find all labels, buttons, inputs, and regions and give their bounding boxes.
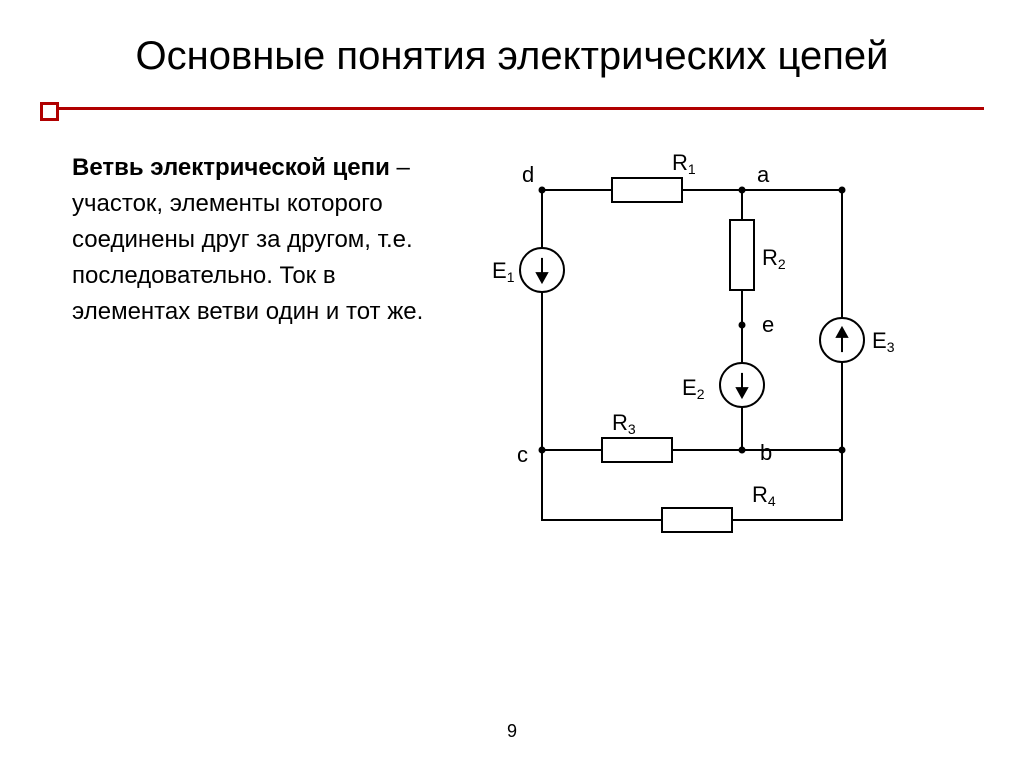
svg-text:R3: R3	[612, 410, 636, 437]
svg-text:R4: R4	[752, 482, 776, 509]
circuit-diagram: R1 R2 R3 R4 E1 E2 E3 d a e b c	[462, 150, 974, 575]
svg-text:c: c	[517, 442, 528, 467]
svg-text:d: d	[522, 162, 534, 187]
term-bold: Ветвь электрической цепи	[72, 154, 390, 181]
svg-text:e: e	[762, 312, 774, 337]
svg-text:E1: E1	[492, 258, 515, 285]
slide-number: 9	[0, 721, 1024, 742]
svg-text:R2: R2	[762, 245, 786, 272]
svg-text:b: b	[760, 440, 772, 465]
svg-text:R1: R1	[672, 150, 696, 177]
definition-block: Ветвь электрической цепи – участок, элем…	[72, 150, 432, 575]
slide-title: Основные понятия электрических цепей	[0, 0, 1024, 92]
svg-text:E2: E2	[682, 375, 705, 402]
svg-text:E3: E3	[872, 328, 895, 355]
content-row: Ветвь электрической цепи – участок, элем…	[0, 110, 1024, 575]
accent-bar	[40, 107, 984, 110]
circuit-svg: R1 R2 R3 R4 E1 E2 E3 d a e b c	[462, 150, 922, 570]
svg-text:a: a	[757, 162, 770, 187]
